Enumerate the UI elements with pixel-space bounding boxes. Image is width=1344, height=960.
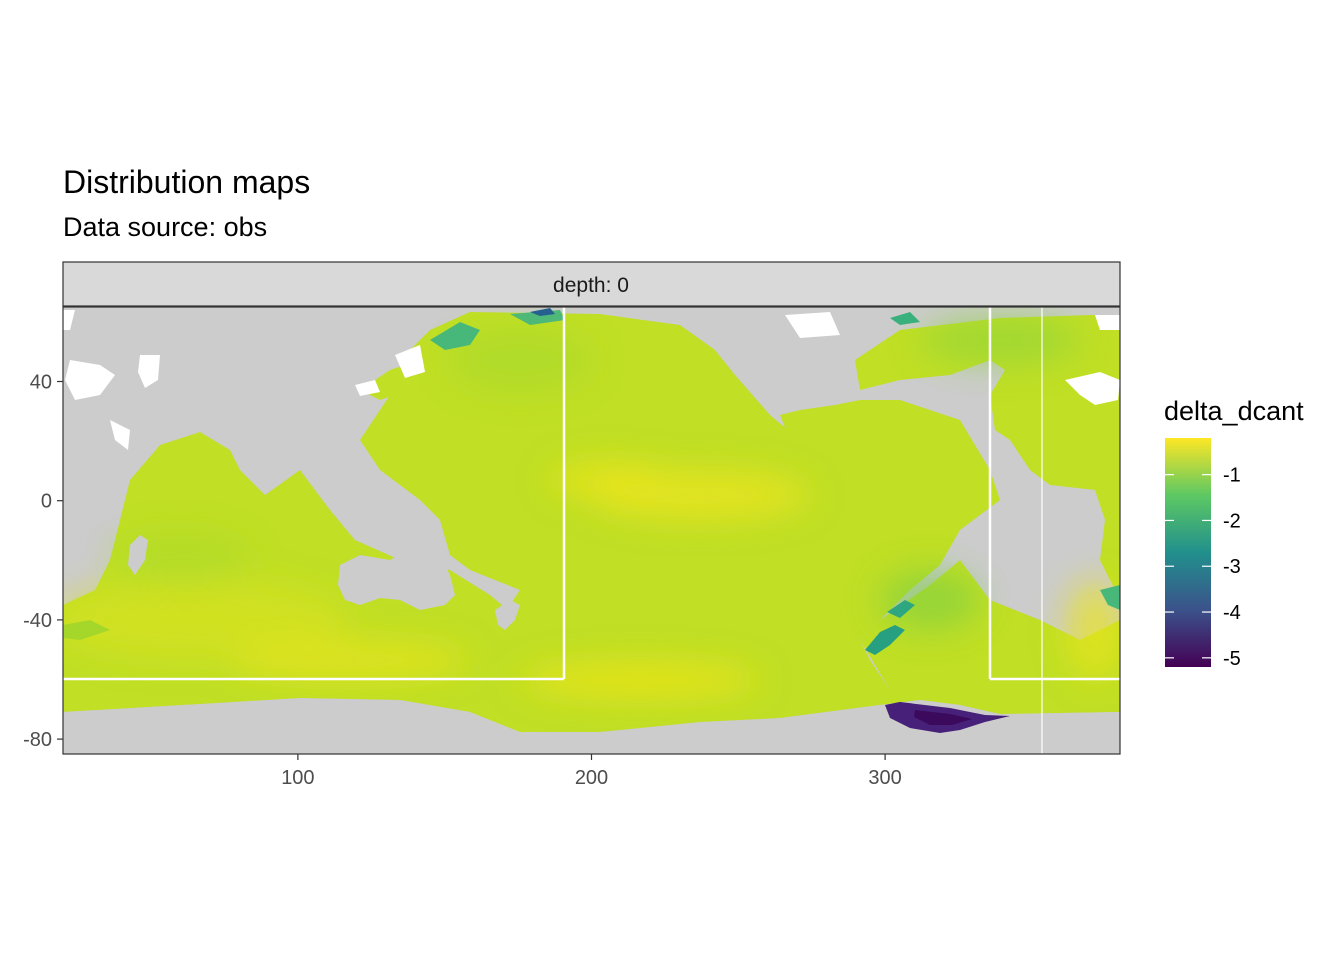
y-tick-label: 0 xyxy=(41,491,52,513)
madagascar xyxy=(128,535,148,575)
legend-break-label: -4 xyxy=(1223,602,1241,624)
legend-title: delta_dcant xyxy=(1164,396,1304,426)
x-tick-label: 300 xyxy=(868,767,901,789)
missing-data-areas xyxy=(63,310,1120,450)
y-tick-label: -80 xyxy=(23,729,52,751)
chart-subtitle: Data source: obs xyxy=(63,212,268,242)
legend-break-label: -5 xyxy=(1223,648,1241,670)
y-tick-label: -40 xyxy=(23,610,52,632)
value-shading xyxy=(63,315,1120,698)
chart-title: Distribution maps xyxy=(63,164,311,200)
new-zealand xyxy=(495,600,520,630)
australia xyxy=(338,545,455,610)
x-axis: 100 200 300 xyxy=(281,754,902,789)
y-axis: 40 0 -40 -80 xyxy=(23,372,63,751)
x-tick-label: 200 xyxy=(575,767,608,789)
legend-breaks: -1 -2 -3 -4 -5 xyxy=(1165,465,1241,670)
legend-break-label: -2 xyxy=(1223,510,1241,532)
basin-boundaries xyxy=(63,307,1120,754)
legend-colorbar xyxy=(1165,438,1211,667)
facet-label: depth: 0 xyxy=(553,274,629,297)
map-panel xyxy=(63,307,1120,754)
legend-break-label: -1 xyxy=(1223,465,1241,487)
legend-break-label: -3 xyxy=(1223,556,1241,578)
y-tick-label: 40 xyxy=(30,372,52,394)
antarctica xyxy=(63,698,1120,754)
facet-strip xyxy=(62,261,1121,307)
x-tick-label: 100 xyxy=(281,767,314,789)
